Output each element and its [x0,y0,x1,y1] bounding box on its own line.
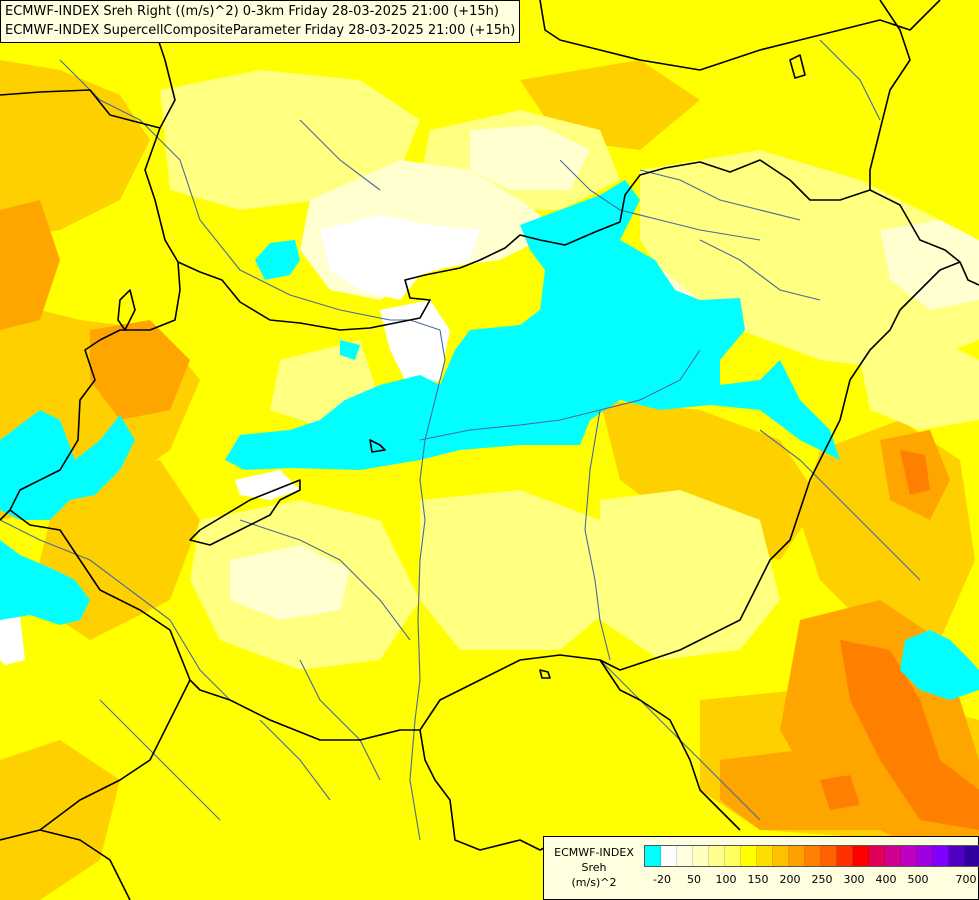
legend-swatch [773,846,789,866]
legend-title-model: ECMWF-INDEX [554,846,634,859]
map-title-box: ECMWF-INDEX Sreh Right ((m/s)^2) 0-3km F… [0,0,521,43]
legend-swatch [949,846,965,866]
title-supercell: ECMWF-INDEX SupercellCompositeParameter … [5,23,516,38]
darkorange-zones [820,450,979,830]
legend-tick-label: 250 [811,873,833,886]
legend-swatch [693,846,709,866]
legend-swatch [965,846,979,866]
legend-title: ECMWF-INDEX Sreh (m/s)^2 [548,845,640,890]
legend-tick-labels: -20 50 100 150 200 250 300 400 500 700 [644,873,977,889]
legend-swatch [853,846,869,866]
legend-tick-label: 100 [715,873,737,886]
legend-swatch [933,846,949,866]
legend-swatch [837,846,853,866]
legend-tick-label: 50 [687,873,701,886]
legend-swatch [805,846,821,866]
legend-swatch [725,846,741,866]
title-sreh: ECMWF-INDEX Sreh Right ((m/s)^2) 0-3km F… [5,4,499,19]
legend-swatch [821,846,837,866]
legend-tick-label: 300 [843,873,865,886]
legend-tick-label: 150 [747,873,769,886]
legend-color-bar [644,845,979,867]
legend-title-unit: (m/s)^2 [571,876,617,889]
legend-swatch [757,846,773,866]
legend-swatch [901,846,917,866]
legend-swatch [677,846,693,866]
legend-swatch [645,846,661,866]
legend-tick-label: 500 [907,873,929,886]
legend-swatch [661,846,677,866]
legend-swatch [917,846,933,866]
cyan-zones [0,180,979,700]
legend-swatch [789,846,805,866]
legend-tick-label: 200 [779,873,801,886]
legend-tick-label: 400 [875,873,897,886]
legend-title-param: Sreh [581,861,607,874]
legend-tick-label: -20 [653,873,671,886]
color-legend: ECMWF-INDEX Sreh (m/s)^2 -20 50 100 150 200 2… [543,836,979,900]
legend-tick-label: 700 [955,873,977,886]
legend-swatch [869,846,885,866]
legend-swatch [885,846,901,866]
legend-swatch [741,846,757,866]
legend-swatch [709,846,725,866]
